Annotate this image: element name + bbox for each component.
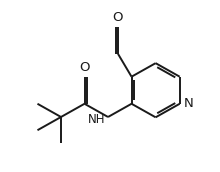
Text: O: O bbox=[113, 11, 123, 24]
Text: O: O bbox=[79, 61, 90, 74]
Text: NH: NH bbox=[88, 113, 106, 126]
Text: N: N bbox=[184, 97, 193, 110]
